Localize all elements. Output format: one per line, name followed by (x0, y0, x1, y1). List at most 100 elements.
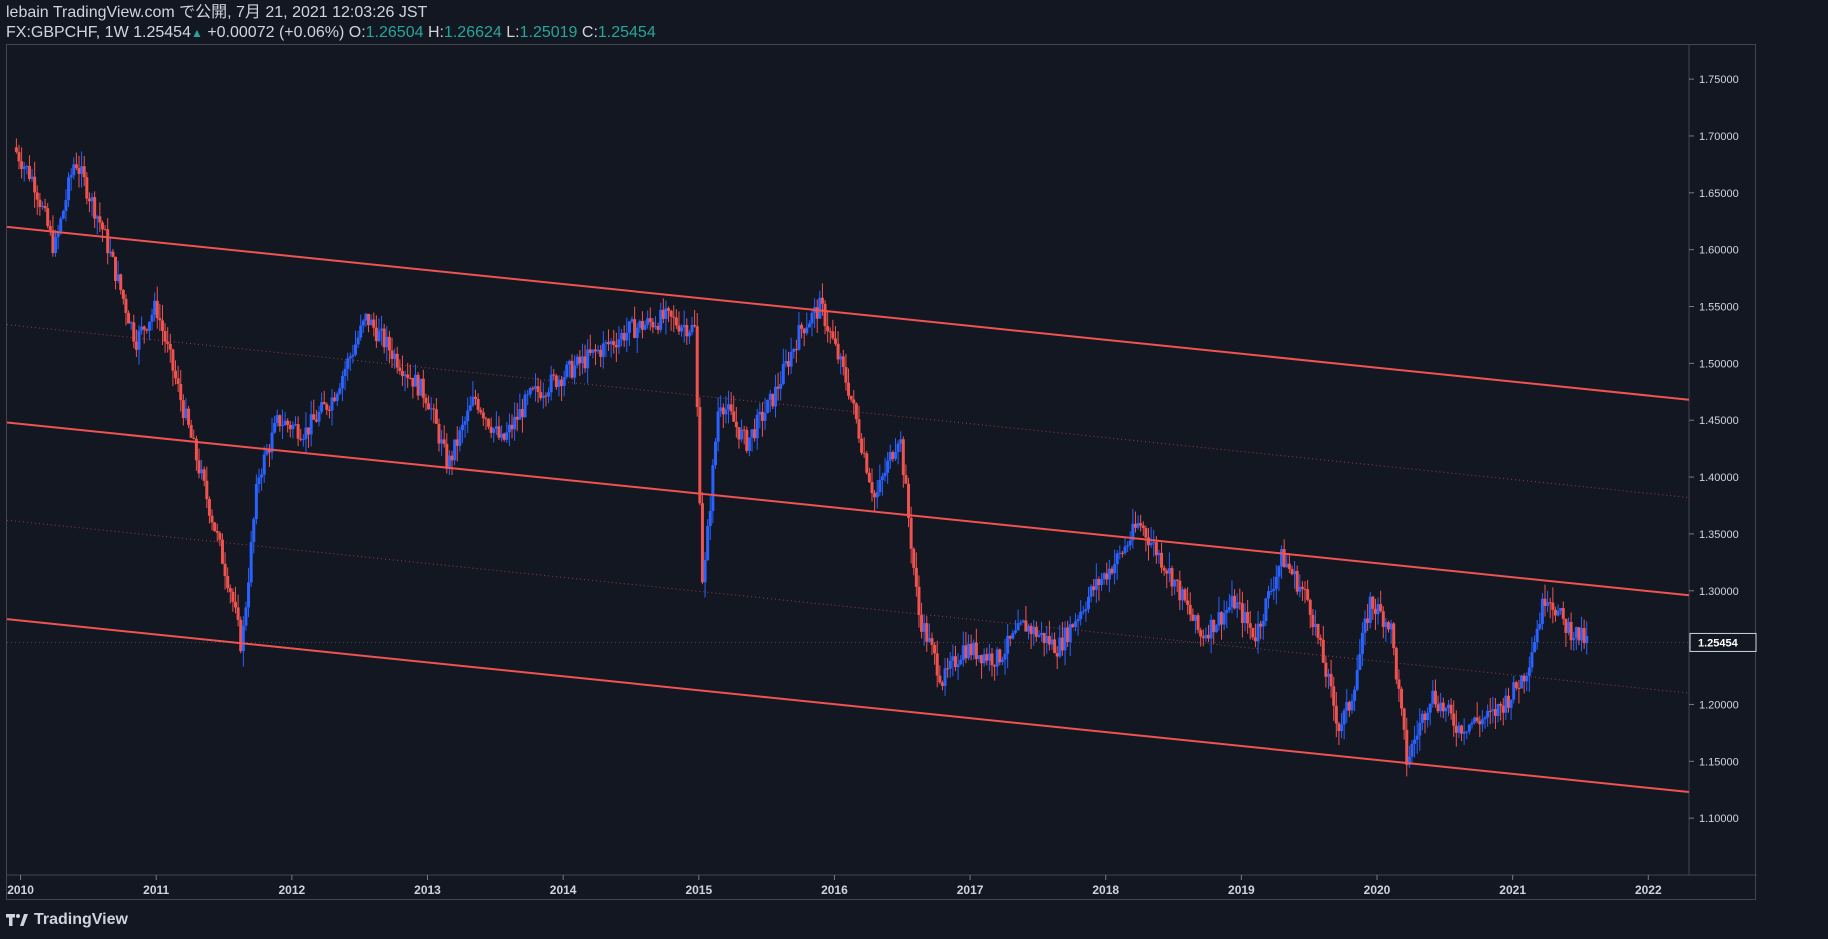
candle-body (700, 503, 704, 583)
candle-body (1566, 622, 1570, 633)
candle-body (750, 429, 754, 438)
candle-body (87, 198, 91, 202)
candle-body (147, 321, 151, 331)
candle-body (77, 168, 81, 174)
candle-body (729, 404, 733, 412)
candle-body (223, 563, 227, 576)
candle-body (1006, 635, 1010, 654)
candle-body (155, 300, 159, 319)
candle-body (745, 429, 749, 451)
candle-body (513, 416, 517, 430)
candle-body (64, 200, 68, 212)
candle-body (669, 310, 673, 317)
candle-body (179, 384, 183, 401)
candle-body (870, 482, 874, 494)
candle-body (1149, 542, 1153, 546)
candle-body (1379, 604, 1383, 612)
candle-body (1032, 626, 1036, 635)
candle-body (181, 400, 185, 419)
candle-body (719, 407, 723, 412)
x-tick-label: 2012 (279, 883, 306, 897)
candle-body (1107, 568, 1111, 580)
candle-body (168, 343, 172, 350)
symbol-label[interactable]: FX:GBPCHF, 1W 1.25454 (6, 24, 191, 41)
candle-body (1016, 623, 1020, 631)
candle-body (67, 177, 71, 201)
candle-body (805, 327, 809, 334)
candle-body (651, 321, 655, 328)
candle-body (14, 147, 18, 152)
y-tick-label: 1.45000 (1699, 415, 1739, 427)
candle-body (993, 665, 997, 667)
candle-body (1162, 567, 1166, 571)
candle-body (1530, 652, 1534, 668)
candle-body (969, 643, 973, 656)
candle-body (547, 392, 551, 397)
candle-body (1261, 621, 1265, 627)
candle-body (938, 675, 942, 683)
candle-body (1426, 712, 1430, 721)
candle-body (1465, 731, 1469, 733)
candle-body (492, 428, 496, 433)
candle-body (857, 419, 861, 439)
candle-body (1353, 689, 1357, 701)
candle-body (656, 326, 660, 330)
candle-body (1324, 662, 1328, 677)
candle-body (447, 455, 451, 469)
footer-brand[interactable]: TradingView (34, 911, 128, 928)
candle-body (160, 320, 164, 331)
candle-body (463, 421, 467, 425)
candle-body (343, 368, 347, 376)
candle-body (163, 330, 167, 342)
candle-body (1561, 608, 1565, 619)
candle-body (948, 660, 952, 669)
candle-body (680, 327, 684, 332)
candle-body (213, 522, 217, 531)
candle-body (187, 408, 191, 425)
candle-body (1115, 553, 1119, 565)
candle-body (335, 393, 339, 401)
candle-body (387, 336, 391, 351)
candle-body (562, 376, 566, 386)
candle-body (356, 337, 360, 345)
candle-body (466, 410, 470, 422)
candle-body (1196, 615, 1200, 631)
candle-body (1483, 717, 1487, 720)
candle-body (476, 398, 480, 410)
candle-body (1144, 528, 1148, 538)
candle-body (48, 225, 52, 231)
candle-body (781, 363, 785, 384)
candle-body (860, 438, 864, 453)
candle-body (1068, 624, 1072, 643)
candle-body (972, 642, 976, 656)
candle-body (1040, 632, 1044, 635)
candle-body (322, 402, 326, 405)
change-value: +0.00072 (+0.06%) (207, 24, 345, 41)
channel-midline-mid-lower (7, 519, 1690, 694)
candle-body (205, 480, 209, 500)
candle-body (841, 356, 845, 367)
candle-body (907, 483, 911, 518)
candle-body (899, 439, 903, 444)
candle-body (526, 394, 530, 396)
y-tick-label: 1.20000 (1699, 699, 1739, 711)
candle-body (226, 575, 230, 589)
close-value: 1.25454 (597, 24, 656, 41)
candle-body (985, 654, 989, 661)
candle-body (1128, 540, 1132, 546)
tradingview-logo-icon (6, 913, 28, 927)
candle-body (510, 424, 514, 430)
chart-frame[interactable]: 1.100001.150001.200001.250001.300001.350… (6, 44, 1757, 901)
candle-body (1267, 591, 1270, 599)
candle-body (406, 374, 410, 378)
candle-body (1071, 624, 1075, 628)
y-tick-label: 1.30000 (1699, 586, 1739, 598)
candle-body (1533, 642, 1537, 653)
candle-body (1207, 634, 1211, 639)
candle-body (1501, 705, 1505, 713)
channel-line-middle (7, 421, 1690, 597)
candle-body (1525, 675, 1529, 682)
candle-body (1178, 580, 1182, 601)
price-chart[interactable]: 1.100001.150001.200001.250001.300001.350… (7, 45, 1757, 901)
candle-body (395, 353, 399, 368)
